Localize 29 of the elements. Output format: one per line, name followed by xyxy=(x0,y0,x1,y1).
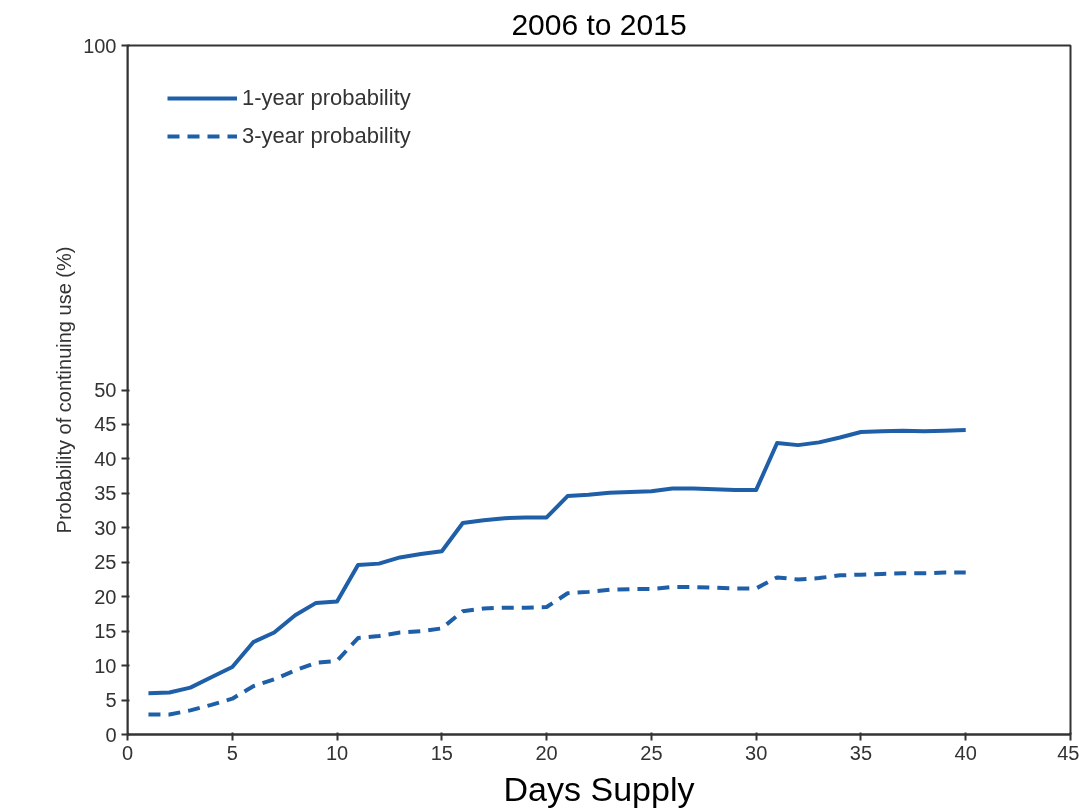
y-tick-label: 10 xyxy=(94,654,117,677)
y-tick-label: 20 xyxy=(94,585,117,608)
y-tick-label: 100 xyxy=(83,34,117,57)
x-tick-label: 20 xyxy=(535,741,558,764)
y-axis-title: Probability of continuing use (%) xyxy=(53,246,76,534)
y-tick-label: 5 xyxy=(105,689,117,712)
x-tick-label: 35 xyxy=(849,741,873,764)
x-tick-label: 5 xyxy=(226,741,238,764)
x-tick-label: 15 xyxy=(430,741,453,764)
legend-label: 3-year probability xyxy=(242,123,411,149)
x-tick-label: 0 xyxy=(121,741,134,764)
y-tick-label: 15 xyxy=(94,620,117,643)
y-tick-label: 40 xyxy=(94,447,117,470)
legend-label: 1-year probability xyxy=(242,85,411,111)
line-series xyxy=(146,570,968,717)
x-axis-title: Days Supply xyxy=(503,769,695,808)
y-tick-label: 50 xyxy=(94,379,117,401)
y-tick-label: 25 xyxy=(94,551,117,574)
x-tick-label: 10 xyxy=(325,741,349,764)
x-tick-label: 30 xyxy=(745,741,768,764)
x-tick-label: 40 xyxy=(954,741,977,764)
y-tick-label: 0 xyxy=(105,723,117,746)
x-tick-label: 45 xyxy=(1057,741,1079,764)
y-tick-label: 35 xyxy=(94,482,117,505)
x-tick-label: 25 xyxy=(640,741,663,764)
y-tick-label: 30 xyxy=(94,516,117,539)
chart-title: 2006 to 2015 xyxy=(511,7,687,41)
line-series xyxy=(146,427,968,696)
y-tick-label: 45 xyxy=(94,413,117,436)
